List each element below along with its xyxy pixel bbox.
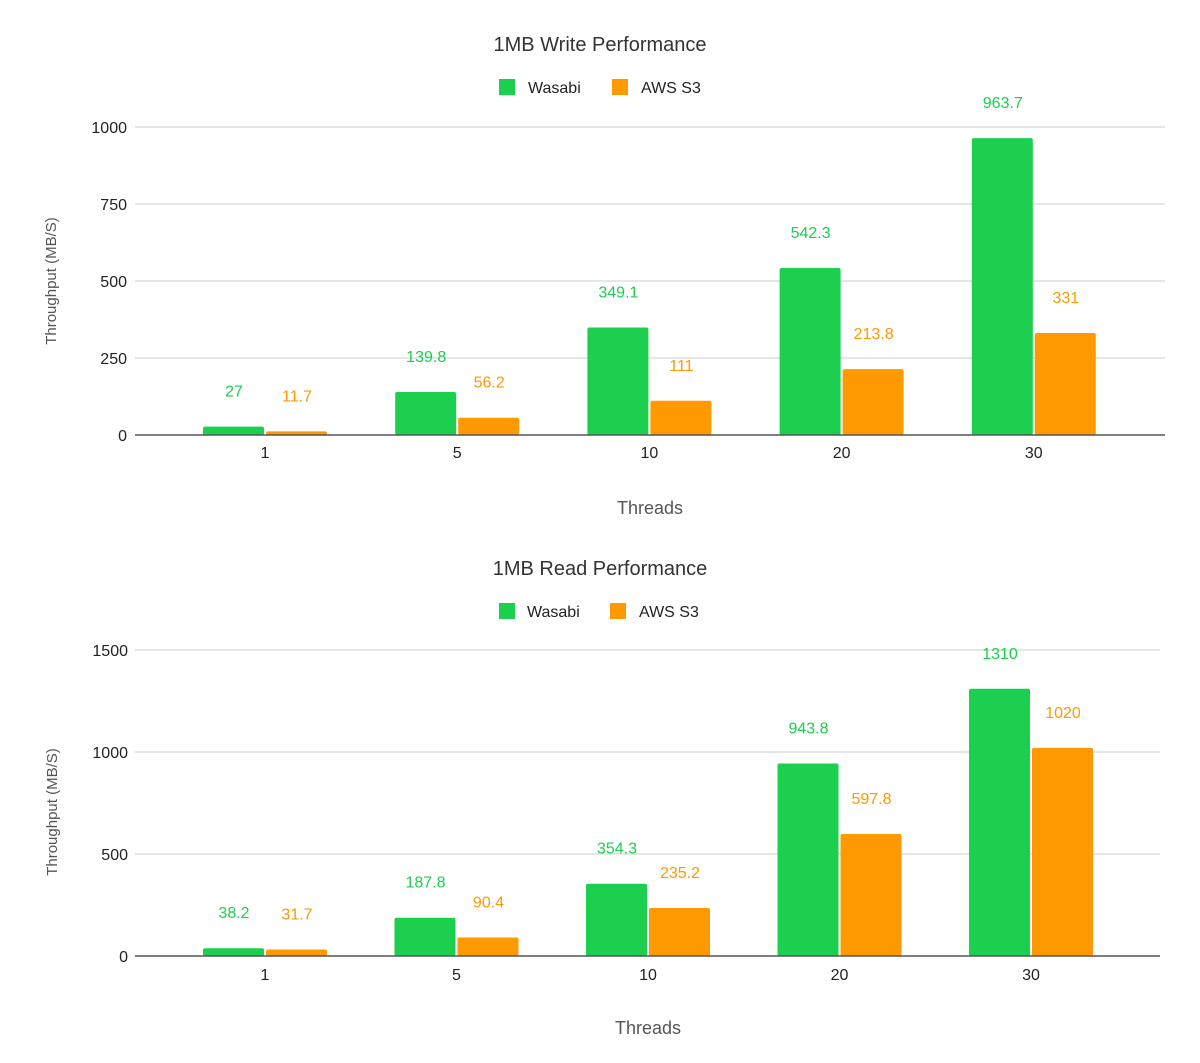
x-tick-label: 30 [1022,967,1040,984]
legend-swatch-wasabi [499,603,515,619]
data-label: 1020 [1045,705,1081,722]
data-label: 213.8 [854,326,894,343]
bar-wasabi [587,327,649,435]
bar-aws-s3 [650,400,712,435]
y-tick-label: 1500 [92,643,128,660]
x-tick-label: 20 [831,967,849,984]
legend: Wasabi AWS S3 [499,603,699,621]
data-label: 111 [669,358,693,375]
read-performance-chart: 1MB Read Performance Wasabi AWS S3 Throu… [44,558,1160,1038]
x-tick-label: 10 [639,967,657,984]
chart-title: 1MB Write Performance [493,34,706,56]
y-axis-title: Throughput (MB/S) [44,748,61,876]
x-tick-label: 5 [452,967,461,984]
bar-wasabi [395,391,457,435]
data-label: 139.8 [406,349,446,366]
legend-swatch-aws [612,79,628,95]
bar-aws-s3 [1032,747,1093,956]
data-label: 187.8 [405,875,445,892]
data-label: 235.2 [660,865,700,882]
y-tick-label: 750 [100,197,127,214]
data-label: 11.7 [282,388,312,405]
y-tick-label: 0 [118,428,127,445]
y-tick-label: 1000 [92,745,128,762]
data-label: 349.1 [598,284,638,301]
write-performance-chart: 1MB Write Performance Wasabi AWS S3 Thro… [43,34,1165,518]
legend-label-wasabi: Wasabi [528,80,581,97]
bar-wasabi [969,688,1030,956]
bar-wasabi [777,763,839,956]
chart-title: 1MB Read Performance [493,558,708,580]
data-label: 542.3 [791,225,831,242]
legend-label-aws: AWS S3 [641,80,701,97]
data-label: 90.4 [473,895,504,912]
bar-aws-s3 [458,417,520,435]
y-tick-label: 500 [101,847,128,864]
data-label: 56.2 [474,375,505,392]
bar-wasabi [779,267,841,435]
x-tick-label: 20 [833,445,851,462]
data-label: 963.7 [983,95,1023,112]
bar-aws-s3 [840,834,902,956]
legend-swatch-wasabi [499,79,515,95]
data-label: 27 [225,384,243,401]
y-tick-label: 1000 [91,120,127,137]
legend-label-aws: AWS S3 [639,604,699,621]
legend-label-wasabi: Wasabi [527,604,580,621]
y-axis-title: Throughput (MB/S) [43,217,60,345]
x-axis-title: Threads [615,1018,681,1038]
data-label: 331 [1052,290,1079,307]
legend-swatch-aws [610,603,626,619]
bar-wasabi [203,948,264,956]
x-tick-label: 5 [453,445,462,462]
bar-aws-s3 [1034,333,1096,435]
data-label: 1310 [982,646,1018,663]
data-label: 943.8 [788,720,828,737]
data-label: 31.7 [281,907,312,924]
bar-wasabi [586,883,647,956]
x-axis-title: Threads [617,498,683,518]
legend: Wasabi AWS S3 [499,79,701,97]
bar-wasabi [203,426,264,435]
x-tick-label: 1 [261,967,270,984]
bar-aws-s3 [649,908,710,956]
x-tick-label: 1 [261,445,270,462]
bar-aws-s3 [842,369,904,435]
bar-aws-s3 [266,431,327,435]
bar-wasabi [394,917,456,956]
bar-aws-s3 [457,937,519,956]
x-tick-label: 30 [1025,445,1043,462]
data-label: 354.3 [597,841,637,858]
y-tick-label: 250 [100,351,127,368]
bar-aws-s3 [266,949,327,956]
bar-wasabi [971,138,1033,435]
data-label: 38.2 [218,905,249,922]
x-tick-label: 10 [641,445,659,462]
y-tick-label: 0 [119,949,128,966]
y-tick-label: 500 [100,274,127,291]
data-label: 597.8 [851,791,891,808]
